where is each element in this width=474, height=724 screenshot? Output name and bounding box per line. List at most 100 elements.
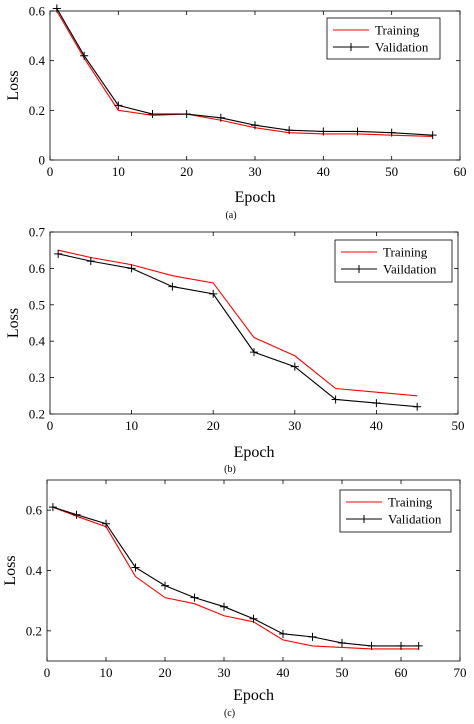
series-line <box>52 506 419 647</box>
data-point <box>372 399 381 408</box>
y-tick-label: 0.2 <box>29 407 45 422</box>
x-axis-label: Epoch <box>233 687 274 704</box>
series-line <box>58 249 418 397</box>
data-point <box>428 131 437 140</box>
series-line <box>58 253 418 408</box>
data-point <box>168 282 177 291</box>
data-point <box>190 593 199 602</box>
data-point <box>285 126 294 135</box>
x-tick-label: 70 <box>454 665 467 680</box>
data-point <box>397 641 405 650</box>
data-point <box>319 127 328 136</box>
series-line <box>56 10 433 137</box>
legend-entry: Training <box>375 23 420 38</box>
panel-label: (b) <box>224 464 236 475</box>
x-tick-label: 50 <box>452 418 465 433</box>
legend-entry: Validation <box>375 40 429 55</box>
data-point <box>413 402 422 411</box>
y-tick-label: 0.4 <box>29 53 46 68</box>
y-tick-label: 0.2 <box>26 623 42 638</box>
legend-box <box>326 17 441 60</box>
x-tick-label: 0 <box>44 665 51 680</box>
data-point <box>54 249 63 258</box>
x-axis-label: Epoch <box>235 189 276 206</box>
legend-marker <box>355 265 363 273</box>
data-point <box>251 121 259 130</box>
x-tick-label: 40 <box>370 418 383 433</box>
data-point <box>52 4 61 13</box>
y-tick-label: 0.4 <box>26 563 43 578</box>
series-training <box>58 249 418 397</box>
series-line <box>56 8 433 136</box>
data-point <box>161 581 169 590</box>
series-validation <box>52 4 437 140</box>
y-tick-label: 0.7 <box>29 225 46 240</box>
data-point <box>114 101 123 110</box>
series-line <box>52 506 419 650</box>
y-axis-label: Loss <box>2 555 19 585</box>
panel-label: (c) <box>224 708 235 719</box>
x-tick-label: 0 <box>47 418 54 433</box>
series-vaildation <box>54 249 422 411</box>
y-axis-label: Loss <box>5 70 22 100</box>
chart-panel-3: 0 10 20 30 40 50 60 70 0.2 0.4 0.6 Epoch Loss (c) Trai… <box>2 479 467 719</box>
data-point <box>279 629 287 638</box>
y-tick-label: 0.4 <box>29 334 46 349</box>
data-point <box>131 563 140 572</box>
data-point <box>216 113 225 122</box>
x-tick-label: 30 <box>218 665 231 680</box>
legend: Training Vaildation <box>334 239 453 283</box>
y-tick-label: 0.3 <box>29 370 45 385</box>
x-tick-label: 60 <box>395 665 408 680</box>
x-tick-label: 20 <box>159 665 172 680</box>
data-point <box>209 289 218 298</box>
data-point <box>220 602 228 611</box>
legend-entry: Vaildation <box>383 262 437 277</box>
legend-box <box>334 239 453 283</box>
y-tick-label: 0.6 <box>26 503 43 518</box>
y-tick-label: 0.6 <box>29 4 46 19</box>
legend-marker <box>347 43 355 51</box>
y-tick-label: 0.6 <box>29 261 46 276</box>
data-point <box>249 614 258 623</box>
legend-box <box>339 489 452 533</box>
data-point <box>182 110 191 119</box>
x-tick-label: 50 <box>385 164 398 179</box>
x-tick-label: 50 <box>336 665 349 680</box>
chart-panel-2: 0 10 20 30 40 50 0.2 0.3 0.4 0.5 0.6 0.7 Epoch Loss (b… <box>5 225 465 476</box>
data-point <box>308 632 317 641</box>
legend-marker <box>360 515 368 523</box>
series-training <box>52 506 419 650</box>
x-tick-label: 20 <box>180 164 193 179</box>
x-tick-label: 10 <box>125 418 138 433</box>
panel-label: (a) <box>225 210 236 221</box>
data-point <box>250 348 258 357</box>
data-point <box>80 51 89 60</box>
chart-panel-1: 0 10 20 30 40 50 60 0 0.2 0.4 0.6 Epoch Loss (a) Train… <box>5 4 467 222</box>
series-training <box>56 10 433 137</box>
x-tick-label: 10 <box>112 164 125 179</box>
data-point <box>387 128 396 137</box>
legend-entry: Training <box>383 245 428 260</box>
x-tick-label: 30 <box>288 418 301 433</box>
x-axis-label: Epoch <box>234 444 275 461</box>
y-axis-label: Loss <box>5 308 22 338</box>
x-tick-label: 60 <box>454 164 467 179</box>
x-tick-label: 10 <box>100 665 113 680</box>
data-point <box>331 395 340 404</box>
data-point <box>127 264 136 273</box>
y-tick-label: 0.2 <box>29 103 45 118</box>
data-point <box>338 638 346 647</box>
x-tick-label: 40 <box>277 665 290 680</box>
x-tick-label: 0 <box>47 164 54 179</box>
data-point <box>290 362 299 371</box>
x-tick-label: 30 <box>249 164 262 179</box>
legend: Training Validation <box>326 17 441 60</box>
plot-area-frame <box>49 231 459 415</box>
data-point <box>148 110 157 119</box>
legend: Training Validation <box>339 489 452 533</box>
y-tick-label: 0 <box>39 153 46 168</box>
x-tick-label: 40 <box>317 164 330 179</box>
data-point <box>102 519 110 528</box>
